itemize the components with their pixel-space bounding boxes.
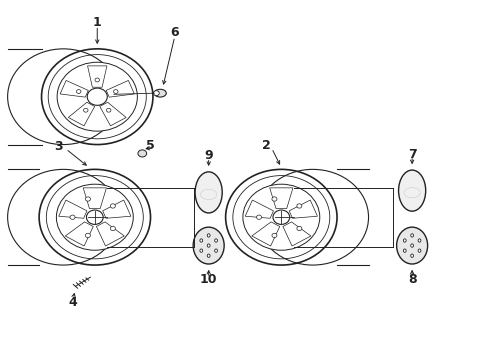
Ellipse shape [84,108,88,112]
Polygon shape [97,222,124,246]
Polygon shape [103,200,131,218]
Polygon shape [289,200,318,218]
Ellipse shape [193,227,224,264]
Polygon shape [245,200,273,218]
Ellipse shape [200,239,203,242]
Ellipse shape [418,249,421,252]
Ellipse shape [57,62,137,131]
Text: 1: 1 [93,16,101,29]
Polygon shape [283,222,311,246]
Ellipse shape [396,227,428,264]
Ellipse shape [398,170,426,211]
Ellipse shape [56,184,133,250]
Ellipse shape [411,234,414,237]
Ellipse shape [418,239,421,242]
Ellipse shape [200,249,203,252]
Ellipse shape [272,233,277,238]
Text: 2: 2 [263,139,271,152]
Polygon shape [65,222,93,246]
Text: 4: 4 [69,296,77,309]
Text: 3: 3 [54,140,63,153]
Ellipse shape [207,234,210,237]
Ellipse shape [272,197,277,201]
Ellipse shape [154,89,166,97]
Ellipse shape [257,169,368,265]
Text: 6: 6 [171,26,179,39]
Ellipse shape [114,90,118,94]
Ellipse shape [411,244,414,247]
Ellipse shape [70,215,75,219]
Text: 9: 9 [204,149,213,162]
Ellipse shape [411,254,414,257]
Ellipse shape [106,108,111,112]
Ellipse shape [297,204,302,208]
Ellipse shape [76,90,81,94]
Polygon shape [83,188,106,208]
Ellipse shape [195,172,222,213]
Text: 5: 5 [146,139,155,152]
Ellipse shape [85,233,91,238]
Ellipse shape [403,239,406,242]
Text: 7: 7 [408,148,416,161]
Text: 8: 8 [408,274,416,287]
Polygon shape [270,188,293,208]
Ellipse shape [153,91,159,96]
Ellipse shape [8,49,119,145]
Polygon shape [68,102,95,126]
Ellipse shape [297,226,302,231]
Ellipse shape [95,78,99,82]
Polygon shape [59,200,87,218]
Polygon shape [88,66,107,87]
Polygon shape [60,80,88,97]
Polygon shape [106,80,134,97]
Ellipse shape [215,249,218,252]
Ellipse shape [138,150,147,157]
Ellipse shape [207,244,210,247]
Ellipse shape [403,249,406,252]
Text: 10: 10 [200,274,218,287]
Ellipse shape [215,239,218,242]
Polygon shape [252,222,280,246]
Ellipse shape [243,184,320,250]
Ellipse shape [207,254,210,257]
Ellipse shape [110,226,115,231]
Ellipse shape [110,204,115,208]
Ellipse shape [257,215,262,219]
Ellipse shape [8,169,119,265]
Polygon shape [100,102,126,126]
Ellipse shape [85,197,91,201]
